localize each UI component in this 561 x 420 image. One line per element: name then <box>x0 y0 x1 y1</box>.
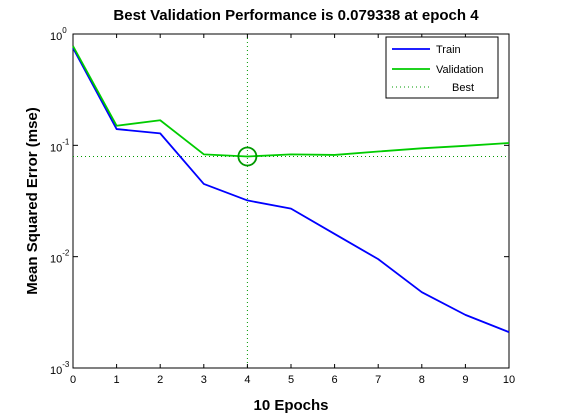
best-point-circle <box>237 146 258 167</box>
legend-train-label: Train <box>436 44 461 56</box>
x-tick-label: 5 <box>288 374 294 386</box>
x-axis-ticks: 0 1 2 3 4 5 6 7 8 9 10 <box>70 34 515 386</box>
x-tick-label: 3 <box>201 374 207 386</box>
x-tick-label: 8 <box>419 374 425 386</box>
y-tick-label: 10-1 <box>50 137 70 154</box>
y-axis-label: Mean Squared Error (mse) <box>24 107 41 295</box>
best-marker-lines <box>73 34 509 368</box>
y-tick-exponent: -1 <box>62 137 70 146</box>
x-axis-label: 10 Epochs <box>253 397 328 414</box>
legend-validation-label: Validation <box>436 64 484 76</box>
y-tick-base: 10 <box>50 365 62 377</box>
x-tick-label: 6 <box>332 374 338 386</box>
y-tick-label: 100 <box>50 26 67 43</box>
y-tick-base: 10 <box>50 254 62 266</box>
y-tick-exponent: 0 <box>62 26 67 35</box>
x-tick-label: 2 <box>157 374 163 386</box>
x-tick-label: 0 <box>70 374 76 386</box>
x-tick-label: 1 <box>114 374 120 386</box>
y-tick-label: 10-2 <box>50 249 70 266</box>
y-tick-label: 10-3 <box>50 360 70 377</box>
y-tick-base: 10 <box>50 142 62 154</box>
x-tick-label: 7 <box>375 374 381 386</box>
legend-box <box>385 36 499 99</box>
y-tick-exponent: -3 <box>62 360 70 369</box>
validation-series-line <box>72 45 510 158</box>
x-tick-label: 4 <box>244 374 250 386</box>
x-tick-label: 10 <box>503 374 515 386</box>
legend: Train Validation Best <box>385 36 499 99</box>
chart-title: Best Validation Performance is 0.079338 … <box>113 7 479 24</box>
series-layer <box>72 45 510 333</box>
train-series-line <box>72 47 510 333</box>
y-tick-exponent: -2 <box>62 249 70 258</box>
legend-best-label: Best <box>452 82 474 94</box>
x-tick-label: 9 <box>462 374 468 386</box>
y-tick-base: 10 <box>50 31 62 43</box>
